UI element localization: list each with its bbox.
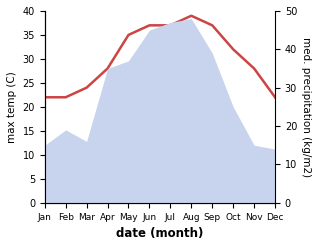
X-axis label: date (month): date (month) — [116, 227, 204, 240]
Y-axis label: med. precipitation (kg/m2): med. precipitation (kg/m2) — [301, 37, 311, 177]
Y-axis label: max temp (C): max temp (C) — [7, 71, 17, 143]
